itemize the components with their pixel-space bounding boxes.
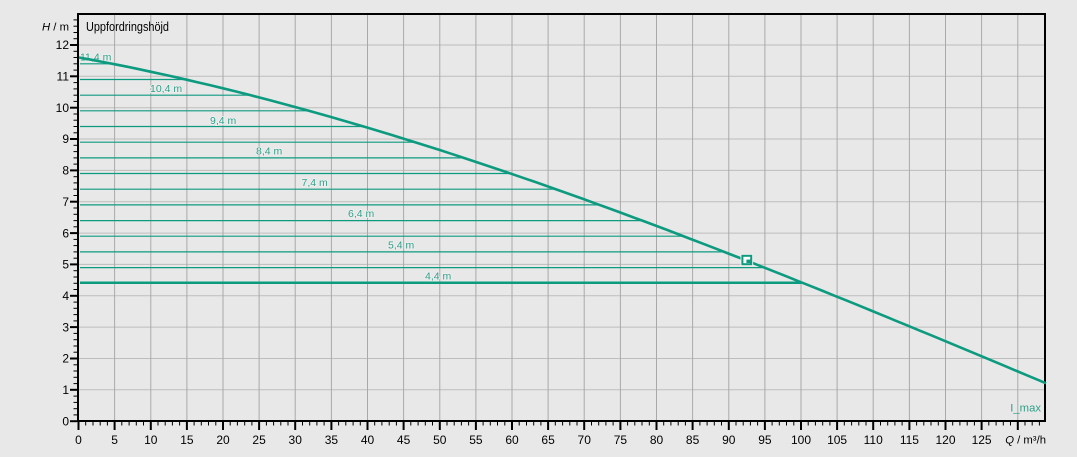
svg-text:4: 4: [62, 289, 69, 303]
svg-text:11: 11: [57, 70, 70, 84]
svg-text:50: 50: [433, 433, 447, 447]
svg-text:10,4 m: 10,4 m: [150, 83, 182, 95]
svg-text:5: 5: [62, 258, 69, 272]
svg-text:35: 35: [325, 433, 339, 447]
svg-text:85: 85: [686, 433, 700, 447]
svg-text:2: 2: [62, 352, 69, 366]
svg-text:7: 7: [62, 195, 69, 209]
svg-text:H / m: H / m: [42, 21, 69, 33]
svg-text:120: 120: [935, 433, 955, 447]
svg-text:5,4 m: 5,4 m: [388, 240, 415, 252]
svg-text:4,4 m: 4,4 m: [425, 271, 452, 283]
svg-text:115: 115: [900, 433, 919, 447]
svg-text:7,4 m: 7,4 m: [302, 177, 329, 189]
svg-text:10: 10: [144, 433, 158, 447]
svg-text:I_max: I_max: [1010, 403, 1041, 415]
svg-text:3: 3: [62, 320, 69, 334]
svg-text:Uppfordringshöjd: Uppfordringshöjd: [86, 19, 169, 34]
svg-text:9: 9: [62, 132, 69, 146]
svg-text:10: 10: [56, 101, 70, 115]
svg-text:70: 70: [578, 433, 592, 447]
svg-text:5: 5: [111, 433, 118, 447]
svg-text:8: 8: [62, 164, 69, 178]
svg-text:45: 45: [397, 433, 411, 447]
svg-text:1: 1: [62, 383, 69, 397]
svg-text:8,4 m: 8,4 m: [256, 146, 283, 158]
svg-text:55: 55: [469, 433, 483, 447]
svg-text:125: 125: [972, 433, 992, 447]
svg-text:9,4 m: 9,4 m: [210, 115, 237, 127]
svg-text:30: 30: [289, 433, 303, 447]
svg-text:15: 15: [180, 433, 194, 447]
svg-text:60: 60: [505, 433, 519, 447]
svg-text:20: 20: [216, 433, 230, 447]
svg-text:95: 95: [758, 433, 772, 447]
svg-text:40: 40: [361, 433, 375, 447]
svg-text:25: 25: [252, 433, 266, 447]
svg-text:12: 12: [56, 38, 70, 52]
svg-text:110: 110: [864, 433, 883, 447]
svg-text:100: 100: [791, 433, 811, 447]
svg-text:0: 0: [62, 414, 69, 428]
svg-text:65: 65: [541, 433, 555, 447]
svg-text:6: 6: [62, 226, 69, 240]
svg-text:Q / m³/h: Q / m³/h: [1005, 435, 1046, 447]
svg-text:80: 80: [650, 433, 664, 447]
svg-text:0: 0: [75, 433, 82, 447]
svg-text:6,4 m: 6,4 m: [348, 208, 375, 220]
svg-text:105: 105: [827, 433, 847, 447]
svg-text:75: 75: [614, 433, 628, 447]
svg-text:90: 90: [722, 433, 736, 447]
